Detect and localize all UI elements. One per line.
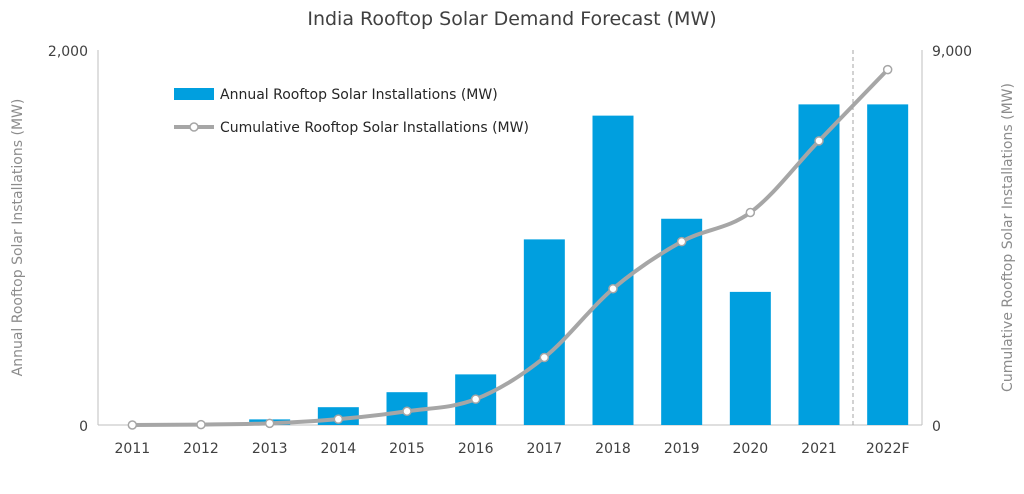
line-point-2021 [814,136,824,146]
x-tick-label-2014: 2014 [321,441,357,457]
line-point-2015 [402,406,412,416]
x-tick-label-2021: 2021 [801,441,837,457]
line-point-2014 [333,414,344,424]
line-point-2018 [608,284,618,294]
line-point-2017 [539,352,550,363]
line-point-2013 [264,418,275,429]
legend: Annual Rooftop Solar Installations (MW) … [174,87,529,136]
x-tick-label-2011: 2011 [115,441,151,457]
line-point-2020 [745,207,756,218]
line-point-2022F [882,64,893,75]
bar-2017 [523,239,565,426]
line-point-2011 [127,420,138,430]
bar-2022F [867,104,909,426]
y-axis-title: Annual Rooftop Solar Installations (MW) [10,99,26,377]
x-tick-labels: 2011 2012 2013 2014 2015 2016 2017 2018 2019 2020… [115,441,910,457]
x-tick-label-2019: 2019 [664,441,700,457]
bar-series [249,104,909,426]
legend-label-annual: Annual Rooftop Solar Installations (MW) [220,87,498,103]
y2-tick-label-zero: 0 [932,419,941,435]
x-tick-label-2020: 2020 [733,441,769,457]
x-tick-label-2022F: 2022F [866,441,910,457]
y-tick-label-max: 2,000 [48,44,88,60]
line-point-2012 [196,419,206,430]
y2-axis-title: Cumulative Rooftop Solar Installations (… [1000,83,1016,392]
x-tick-label-2015: 2015 [389,441,425,457]
x-tick-label-2018: 2018 [595,441,631,457]
legend-swatch-bar [174,88,214,100]
legend-label-cumulative: Cumulative Rooftop Solar Installations (… [220,120,529,136]
x-tick-label-2013: 2013 [252,441,288,457]
chart-title: India Rooftop Solar Demand Forecast (MW) [307,8,716,30]
x-tick-label-2017: 2017 [527,441,563,457]
line-series [127,64,893,430]
y-tick-label-zero: 0 [79,419,88,435]
bar-2020 [729,291,771,426]
bar-2021 [798,104,840,426]
legend-swatch-marker [189,122,199,132]
bar-2018 [592,115,634,426]
bar-2019 [661,218,703,425]
y2-tick-label-max: 9,000 [932,44,972,60]
line-point-2019 [676,236,687,247]
x-tick-label-2016: 2016 [458,441,494,457]
line-point-2016 [470,394,481,404]
x-tick-label-2012: 2012 [183,441,219,457]
